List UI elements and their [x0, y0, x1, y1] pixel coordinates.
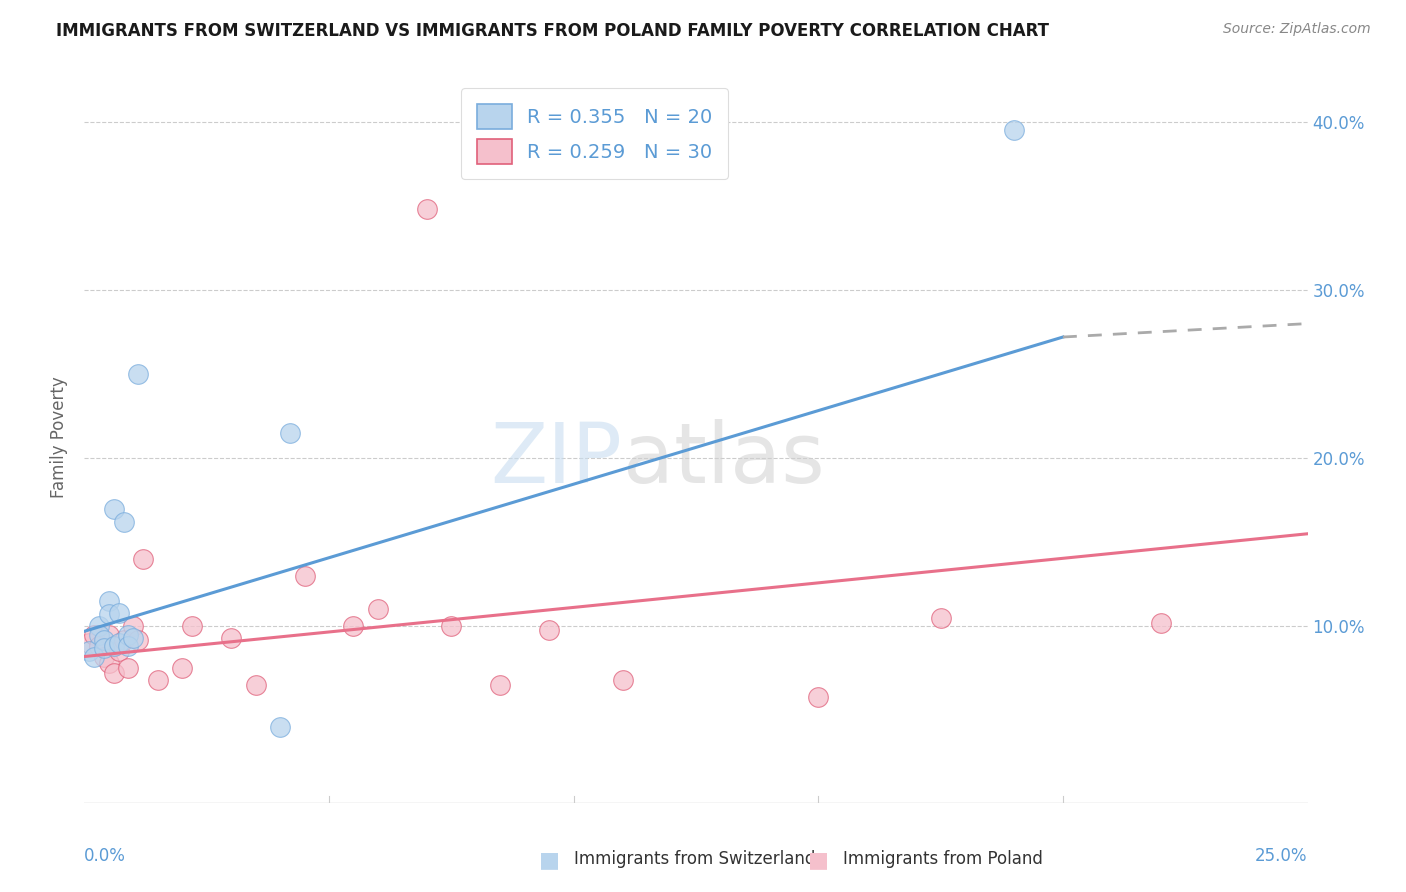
Point [117, 640, 139, 654]
Text: Immigrants from Switzerland: Immigrants from Switzerland [574, 850, 815, 868]
Text: Source: ZipAtlas.com: Source: ZipAtlas.com [1223, 22, 1371, 37]
Point [181, 619, 204, 633]
Text: ■: ■ [808, 850, 828, 871]
Point [97, 607, 120, 622]
Point [1002, 123, 1025, 137]
Point [172, 661, 194, 675]
Point [77, 644, 100, 658]
Point [112, 515, 135, 529]
Point [97, 594, 120, 608]
Point [112, 632, 135, 647]
Point [127, 632, 149, 647]
Point [294, 569, 316, 583]
Point [440, 619, 463, 633]
Point [807, 690, 830, 704]
Point [97, 657, 120, 671]
Text: Immigrants from Poland: Immigrants from Poland [842, 850, 1043, 868]
Point [83, 627, 105, 641]
Point [103, 666, 125, 681]
Point [538, 623, 561, 637]
Point [219, 631, 242, 645]
Point [245, 678, 267, 692]
Point [367, 602, 389, 616]
Text: IMMIGRANTS FROM SWITZERLAND VS IMMIGRANTS FROM POLAND FAMILY POVERTY CORRELATION: IMMIGRANTS FROM SWITZERLAND VS IMMIGRANT… [56, 22, 1049, 40]
Point [122, 631, 145, 645]
Text: ZIP: ZIP [491, 418, 623, 500]
Text: ■: ■ [538, 850, 560, 871]
Point [107, 636, 129, 650]
Text: atlas: atlas [623, 418, 824, 500]
Point [107, 644, 129, 658]
Point [87, 627, 110, 641]
Point [83, 649, 105, 664]
Point [127, 367, 149, 381]
Point [117, 627, 139, 641]
Point [416, 202, 439, 217]
Point [97, 627, 120, 641]
Point [103, 640, 125, 654]
Text: 25.0%: 25.0% [1256, 847, 1308, 864]
Point [612, 673, 634, 687]
Point [93, 641, 115, 656]
Point [1150, 615, 1173, 630]
Point [103, 501, 125, 516]
Legend: R = 0.355   N = 20, R = 0.259   N = 30: R = 0.355 N = 20, R = 0.259 N = 30 [461, 88, 728, 179]
Text: 0.0%: 0.0% [84, 847, 127, 864]
Y-axis label: Family Poverty: Family Poverty [51, 376, 69, 498]
Point [929, 611, 952, 625]
Point [269, 720, 291, 734]
Point [122, 619, 145, 633]
Point [132, 552, 155, 566]
Point [278, 425, 301, 440]
Point [77, 636, 100, 650]
Point [146, 673, 169, 687]
Point [489, 678, 512, 692]
Point [342, 619, 364, 633]
Point [93, 632, 115, 647]
Point [87, 640, 110, 654]
Point [107, 606, 129, 620]
Point [117, 661, 139, 675]
Point [103, 640, 125, 654]
Point [87, 619, 110, 633]
Point [93, 649, 115, 664]
